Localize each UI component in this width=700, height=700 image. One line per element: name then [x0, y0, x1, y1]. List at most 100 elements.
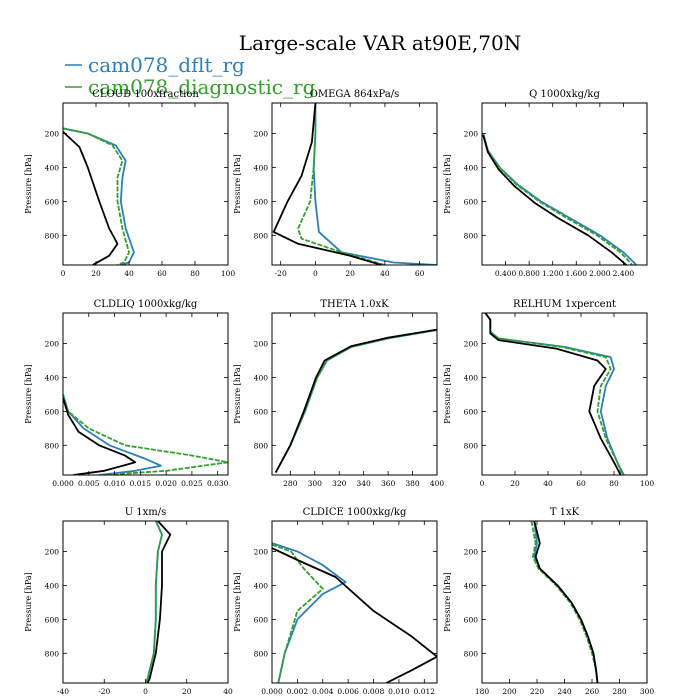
y-tick-label: 200: [254, 340, 269, 349]
y-tick-label: 400: [464, 373, 479, 382]
y-tick-label: 800: [464, 441, 479, 450]
plot-frame: [62, 312, 229, 476]
series-line-0: [533, 521, 599, 683]
x-tick-label: 0.015: [130, 479, 152, 488]
series-line-1: [484, 313, 624, 475]
series-group: [482, 133, 638, 265]
y-axis-label: Pressure [hPa]: [24, 364, 33, 424]
panel-7: CLDICE 1000xkg/kg Pressure [hPa] 0.000 0.00…: [233, 507, 438, 696]
y-tick-label: 600: [254, 407, 269, 416]
x-tick-label: 100: [640, 479, 655, 488]
series-group: [272, 103, 437, 265]
x-tick-label: 0.020: [155, 479, 177, 488]
y-axis-label: Pressure [hPa]: [233, 572, 242, 632]
y-tick-label: 200: [464, 340, 479, 349]
series-line-1: [530, 521, 599, 683]
x-tick-label: 300: [308, 479, 323, 488]
series-line-1: [63, 127, 130, 265]
series-line-1: [482, 133, 633, 265]
y-tick-label: 200: [45, 340, 60, 349]
x-tick-label: 0.002: [287, 687, 309, 696]
x-tick-label: 20: [510, 479, 520, 488]
x-tick-label: -20: [98, 687, 110, 696]
y-tick-label: 600: [45, 615, 60, 624]
panel-title: THETA 1.0xK: [320, 299, 389, 310]
y-tick-label: 200: [45, 548, 60, 557]
x-tick-label: 360: [381, 479, 396, 488]
x-tick-label: 60: [157, 269, 167, 278]
x-tick-label: 0: [313, 269, 318, 278]
y-tick-label: 600: [254, 197, 269, 206]
panel-title: CLOUD 100xfraction: [92, 89, 199, 100]
series-group: [63, 127, 135, 265]
x-tick-label: 0.008: [363, 687, 385, 696]
panel-title: U 1xm/s: [125, 507, 167, 518]
x-tick-label: 40: [223, 687, 233, 696]
y-axis-label: Pressure [hPa]: [443, 572, 452, 632]
x-tick-label: 2.000: [589, 269, 611, 278]
series-line-1: [297, 103, 386, 265]
y-tick-label: 400: [254, 373, 269, 382]
y-tick-label: 800: [45, 649, 60, 658]
x-tick-label: 240: [557, 687, 572, 696]
panel-5: RELHUM 1xpercent Pressure [hPa] 0 20 40 60 80 1…: [443, 299, 654, 488]
y-tick-label: 400: [464, 163, 479, 172]
panels-grid: CLOUD 100xfraction Pressure [hPa] 0 20 40 60 8…: [24, 89, 654, 696]
series-line-2: [482, 134, 627, 265]
series-line-2: [146, 521, 172, 683]
y-tick-label: 600: [45, 197, 60, 206]
x-tick-label: -20: [275, 269, 287, 278]
series-line-1: [272, 543, 324, 683]
y-tick-label: 800: [254, 231, 269, 240]
x-tick-label: 0.025: [181, 479, 203, 488]
y-tick-label: 200: [464, 130, 479, 139]
x-tick-label: 0.010: [388, 687, 410, 696]
y-tick-label: 600: [464, 615, 479, 624]
y-tick-label: 400: [45, 163, 60, 172]
x-tick-label: 40: [543, 479, 553, 488]
series-line-0: [274, 329, 437, 473]
y-tick-label: 400: [254, 581, 269, 590]
series-line-0: [312, 103, 437, 265]
x-tick-label: 340: [357, 479, 372, 488]
y-tick-label: 800: [45, 441, 60, 450]
series-line-2: [272, 103, 382, 265]
x-tick-label: 0.005: [78, 479, 100, 488]
x-tick-label: 20: [91, 269, 101, 278]
y-tick-label: 400: [464, 581, 479, 590]
x-tick-label: 0.004: [312, 687, 334, 696]
x-tick-label: 100: [221, 269, 236, 278]
panel-title: T 1xK: [550, 507, 580, 518]
x-tick-label: 180: [475, 687, 490, 696]
y-tick-label: 200: [254, 548, 269, 557]
y-tick-label: 200: [45, 130, 60, 139]
x-tick-label: 40: [380, 269, 390, 278]
plot-frame: [271, 102, 438, 266]
x-tick-label: 320: [332, 479, 347, 488]
x-tick-label: 280: [612, 687, 627, 696]
y-tick-label: 600: [464, 407, 479, 416]
series-group: [274, 328, 437, 473]
series-group: [484, 313, 625, 475]
panel-title: OMEGA 864xPa/s: [310, 89, 400, 100]
panel-title: CLDLIQ 1000xkg/kg: [94, 299, 198, 310]
legend-label-diagnostic: cam078_diagnostic_rg: [88, 75, 316, 99]
y-tick-label: 400: [45, 581, 60, 590]
x-tick-label: 300: [640, 687, 655, 696]
series-line-1: [63, 394, 228, 475]
x-tick-label: 380: [405, 479, 420, 488]
y-tick-label: 800: [464, 231, 479, 240]
plot-frame: [481, 102, 648, 266]
series-group: [63, 394, 228, 475]
y-tick-label: 600: [464, 197, 479, 206]
series-line-2: [63, 131, 119, 265]
panel-3: CLDLIQ 1000xkg/kg Pressure [hPa] 0.000 0.00…: [24, 299, 229, 488]
panel-0: CLOUD 100xfraction Pressure [hPa] 0 20 40 60 8…: [24, 89, 235, 278]
y-axis-label: Pressure [hPa]: [443, 154, 452, 214]
x-tick-label: 0: [480, 479, 485, 488]
x-tick-label: 20: [182, 687, 192, 696]
x-tick-label: 0: [61, 269, 66, 278]
panel-4: THETA 1.0xK Pressure [hPa] 280 300 320 340 360…: [233, 299, 444, 488]
series-line-2: [63, 397, 137, 475]
